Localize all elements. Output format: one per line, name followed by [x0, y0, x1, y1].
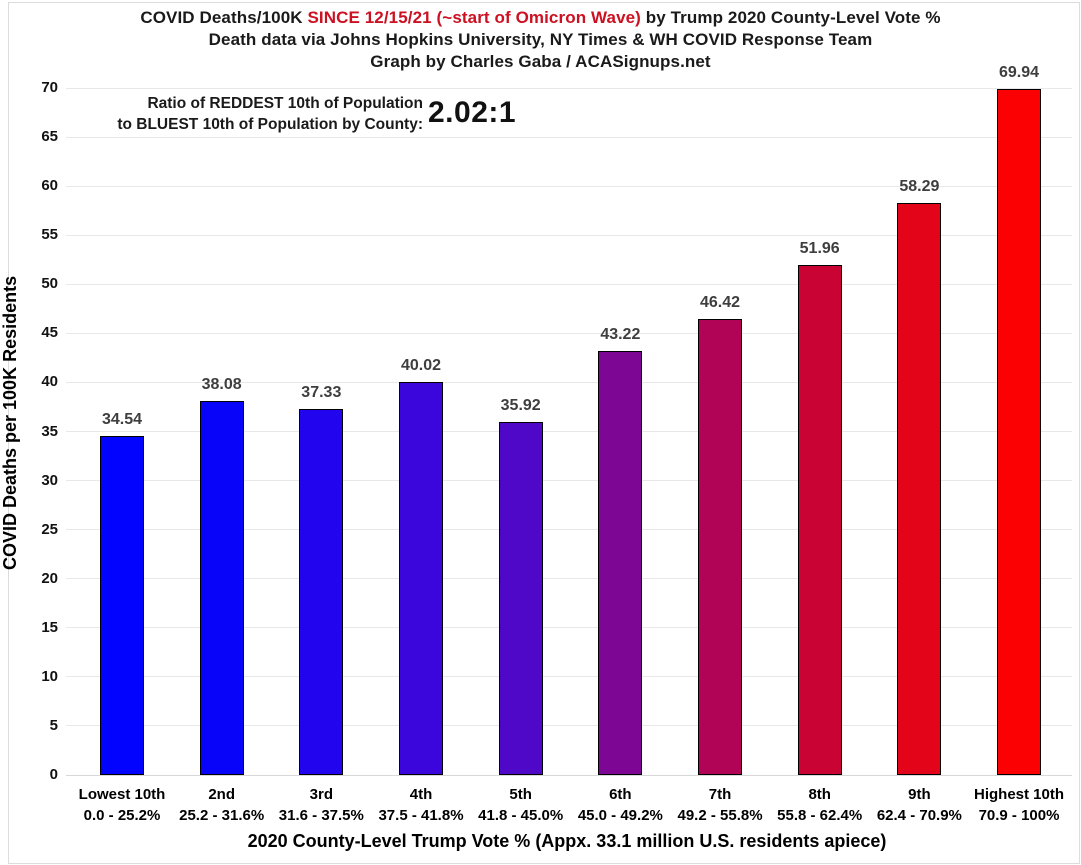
gridline-y-20	[66, 578, 1072, 580]
x-category-range-label: 55.8 - 62.4%	[777, 807, 863, 824]
gridline-y-45	[66, 332, 1072, 334]
chart-subtitle: Death data via Johns Hopkins University,…	[208, 30, 873, 49]
x-category-label: 8th	[808, 786, 831, 803]
bar-highest-10th	[997, 88, 1042, 775]
bar-value-label: 58.29	[899, 177, 940, 195]
ratio-annotation-line1: Ratio of REDDEST 10th of Population	[147, 95, 423, 112]
x-category-label: 5th	[509, 786, 532, 803]
bar-value-label: 51.96	[799, 240, 840, 258]
title-prefix: COVID Deaths/100K	[140, 8, 308, 27]
title-highlight: SINCE 12/15/21 (~start of Omicron Wave)	[307, 8, 641, 27]
x-category-label: Lowest 10th	[78, 786, 166, 803]
gridline-y-70	[66, 87, 1072, 89]
x-category-range-label: 45.0 - 49.2%	[577, 807, 663, 824]
bar-value-label: 46.42	[699, 294, 741, 312]
bar-3rd	[299, 408, 344, 775]
x-category-range-label: 41.8 - 45.0%	[478, 807, 564, 824]
y-tick-label-5: 5	[49, 716, 58, 734]
bar-4th	[399, 382, 443, 775]
x-axis-title: 2020 County-Level Trump Vote % (Appx. 33…	[247, 831, 887, 851]
bar-value-label: 38.08	[201, 376, 242, 394]
gridline-y-5	[66, 725, 1072, 727]
gridline-y-40	[66, 381, 1072, 383]
gridline-y-10	[66, 676, 1072, 678]
ratio-annotation-text: Ratio of REDDEST 10th of Population to B…	[60, 93, 423, 135]
x-category-range-label: 25.2 - 31.6%	[179, 807, 265, 824]
y-tick-label-25: 25	[41, 520, 58, 538]
x-category-label: 9th	[908, 786, 931, 803]
y-tick-label-45: 45	[41, 324, 58, 342]
bar-6th	[598, 350, 643, 775]
chart-title: COVID Deaths/100K SINCE 12/15/21 (~start…	[0, 7, 1081, 29]
x-category-label: 7th	[708, 786, 732, 803]
y-tick-label-15: 15	[41, 618, 58, 636]
y-tick-label-10: 10	[41, 667, 58, 685]
bar-value-label: 43.22	[600, 325, 641, 343]
bar-value-label: 40.02	[400, 357, 442, 375]
gridline-y-60	[66, 185, 1072, 187]
gridline-y-55	[66, 234, 1072, 236]
bar-lowest-10th	[100, 436, 144, 775]
gridline-y-50	[66, 283, 1072, 285]
chart-credit: Graph by Charles Gaba / ACASignups.net	[370, 52, 711, 71]
bar-8th	[797, 265, 842, 775]
y-tick-label-65: 65	[41, 128, 58, 146]
y-tick-label-50: 50	[41, 275, 58, 293]
x-category-range-label: 62.4 - 70.9%	[876, 807, 962, 824]
x-category-label: 2nd	[208, 786, 235, 803]
title-suffix: by Trump 2020 County-Level Vote %	[640, 8, 941, 27]
bar-2nd	[199, 401, 244, 775]
gridline-y-30	[66, 480, 1072, 482]
y-tick-label-55: 55	[41, 226, 58, 244]
gridline-y-35	[66, 431, 1072, 432]
y-tick-label-0: 0	[49, 766, 58, 783]
gridline-y-0	[66, 774, 1072, 776]
y-tick-label-30: 30	[41, 471, 58, 489]
x-category-label: 4th	[409, 786, 433, 803]
y-tick-label-70: 70	[41, 79, 58, 96]
ratio-annotation-line2: to BLUEST 10th of Population by County:	[117, 116, 423, 133]
ratio-value: 2.02:1	[428, 96, 517, 129]
x-category-range-label: 31.6 - 37.5%	[278, 807, 364, 824]
bar-value-label: 37.33	[301, 383, 342, 401]
gridline-y-15	[66, 627, 1072, 629]
y-tick-label-40: 40	[41, 373, 58, 391]
x-category-range-label: 70.9 - 100%	[978, 807, 1060, 824]
chart-title-block: COVID Deaths/100K SINCE 12/15/21 (~start…	[0, 7, 1081, 73]
gridline-y-65	[66, 136, 1072, 138]
bar-value-label: 34.54	[101, 411, 143, 428]
x-category-range-label: 49.2 - 55.8%	[677, 807, 763, 824]
y-tick-label-60: 60	[41, 177, 58, 195]
bar-7th	[698, 319, 743, 775]
x-category-label: 6th	[609, 786, 632, 803]
x-category-range-label: 37.5 - 41.8%	[378, 807, 464, 824]
bar-9th	[897, 202, 942, 775]
y-tick-label-35: 35	[41, 422, 58, 440]
bar-value-label: 35.92	[500, 397, 541, 415]
y-tick-label-20: 20	[41, 569, 58, 587]
x-category-label: Highest 10th	[974, 786, 1065, 803]
x-category-label: 3rd	[309, 786, 333, 803]
gridline-y-25	[66, 529, 1072, 531]
bar-5th	[498, 422, 543, 775]
x-category-range-label: 0.0 - 25.2%	[83, 807, 161, 824]
bar-value-label: 69.94	[998, 63, 1040, 81]
